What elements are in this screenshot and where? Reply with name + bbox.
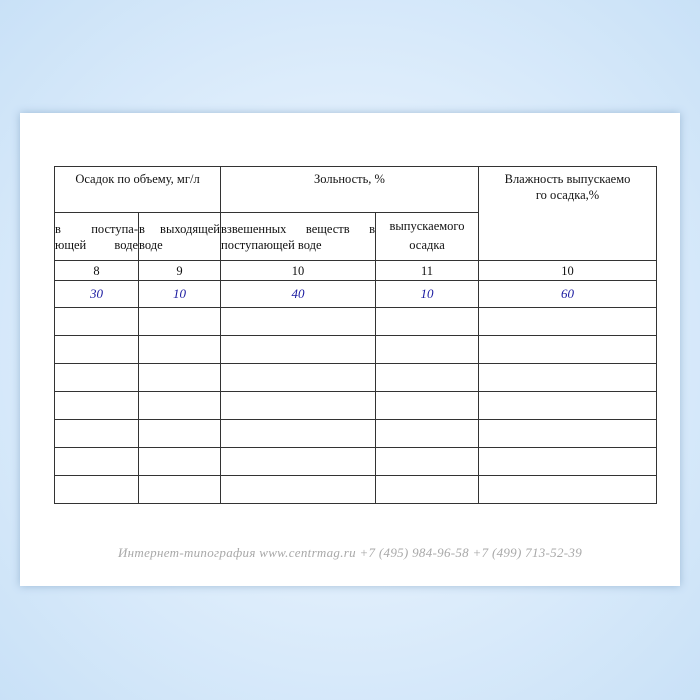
- empty-table-row: [54, 419, 657, 448]
- empty-table-cell[interactable]: [220, 419, 376, 448]
- subheader-outgoing-water: в выходящей воде: [138, 212, 221, 261]
- header-ash-content: Зольность, %: [220, 166, 479, 213]
- empty-table-cell[interactable]: [54, 447, 139, 476]
- empty-table-cell[interactable]: [138, 447, 221, 476]
- empty-table-cell[interactable]: [220, 447, 376, 476]
- header-humidity: Влажность выпускаемо го осадка,%: [478, 166, 657, 261]
- empty-table-row: [54, 475, 657, 504]
- empty-table-cell[interactable]: [220, 363, 376, 392]
- empty-table-cell[interactable]: [220, 335, 376, 364]
- column-number-row: 8 9 10 11 10: [54, 260, 657, 281]
- empty-table-cell[interactable]: [375, 447, 479, 476]
- empty-table-cell[interactable]: [138, 391, 221, 420]
- empty-table-cell[interactable]: [54, 335, 139, 364]
- empty-table-cell[interactable]: [220, 475, 376, 504]
- empty-table-cell[interactable]: [375, 391, 479, 420]
- empty-table-cell[interactable]: [478, 335, 657, 364]
- column-number: 10: [220, 260, 376, 281]
- empty-table-cell[interactable]: [220, 307, 376, 336]
- empty-table-cell[interactable]: [478, 447, 657, 476]
- empty-table-cell[interactable]: [375, 475, 479, 504]
- empty-table-cell[interactable]: [54, 307, 139, 336]
- empty-table-cell[interactable]: [54, 363, 139, 392]
- column-number: 9: [138, 260, 221, 281]
- empty-table-row: [54, 307, 657, 336]
- empty-table-row: [54, 391, 657, 420]
- empty-table-cell[interactable]: [138, 419, 221, 448]
- empty-table-cell[interactable]: [138, 475, 221, 504]
- column-number: 8: [54, 260, 139, 281]
- printer-footer: Интернет-типография www.centrmag.ru +7 (…: [117, 545, 583, 560]
- empty-table-cell[interactable]: [478, 419, 657, 448]
- empty-table-cell[interactable]: [478, 475, 657, 504]
- subheader-suspended-solids: взвешенных веществ в поступающей воде: [220, 212, 376, 261]
- subheader-discharged-sediment: выпускаемого осадка: [375, 212, 479, 261]
- empty-table-cell[interactable]: [138, 363, 221, 392]
- table-cell[interactable]: 30: [54, 280, 139, 308]
- table-cell[interactable]: 40: [220, 280, 376, 308]
- empty-table-cell[interactable]: [375, 307, 479, 336]
- empty-table-cell[interactable]: [138, 307, 221, 336]
- empty-table-cell[interactable]: [375, 335, 479, 364]
- empty-table-row: [54, 335, 657, 364]
- empty-table-cell[interactable]: [478, 363, 657, 392]
- empty-table-cell[interactable]: [375, 363, 479, 392]
- empty-table-cell[interactable]: [478, 307, 657, 336]
- empty-table-cell[interactable]: [375, 419, 479, 448]
- subheader-incoming-water: в поступа-ющей воде: [54, 212, 139, 261]
- table-cell[interactable]: 10: [375, 280, 479, 308]
- header-sediment-volume: Осадок по объему, мг/л: [54, 166, 221, 213]
- empty-table-cell[interactable]: [54, 475, 139, 504]
- data-table: Осадок по объему, мг/л Зольность, % Влаж…: [54, 166, 657, 504]
- column-number: 11: [375, 260, 479, 281]
- empty-table-row: [54, 447, 657, 476]
- table-cell[interactable]: 60: [478, 280, 657, 308]
- empty-table-cell[interactable]: [478, 391, 657, 420]
- empty-table-cell[interactable]: [138, 335, 221, 364]
- table-cell[interactable]: 10: [138, 280, 221, 308]
- column-number: 10: [478, 260, 657, 281]
- table-row: 30 10 40 10 60: [54, 280, 657, 308]
- document-page: Осадок по объему, мг/л Зольность, % Влаж…: [20, 113, 680, 586]
- empty-table-row: [54, 363, 657, 392]
- empty-table-cell[interactable]: [54, 419, 139, 448]
- empty-table-cell[interactable]: [220, 391, 376, 420]
- empty-table-cell[interactable]: [54, 391, 139, 420]
